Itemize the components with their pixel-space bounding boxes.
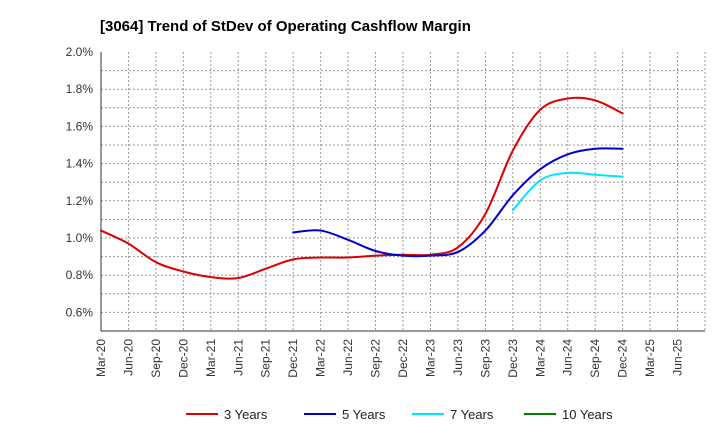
x-tick-label: Dec-22 bbox=[396, 339, 410, 378]
plot-area: 0.6% 0.8% 1.0% 1.2% 1.4% 1.6% 1.8% 2.0% Mar-20 Ju… bbox=[66, 45, 706, 378]
legend-label: 7 Years bbox=[450, 407, 494, 422]
chart-title: [3064] Trend of StDev of Operating Cashf… bbox=[100, 18, 471, 35]
x-tick-label: Jun-24 bbox=[561, 339, 575, 376]
x-tick-label: Dec-20 bbox=[176, 339, 190, 378]
series-line-5-years bbox=[292, 147, 624, 258]
series-line-3-years bbox=[100, 96, 624, 280]
y-tick-label: 1.4% bbox=[66, 157, 94, 171]
y-tick-label: 2.0% bbox=[66, 45, 94, 59]
y-tick-label: 1.8% bbox=[66, 82, 94, 96]
x-tick-label: Jun-21 bbox=[231, 339, 245, 376]
x-tick-label: Mar-22 bbox=[314, 339, 328, 377]
x-tick-label: Sep-24 bbox=[588, 339, 602, 378]
x-tick-label: Jun-25 bbox=[671, 339, 685, 376]
x-tick-label: Mar-20 bbox=[94, 339, 108, 377]
x-tick-label: Jun-20 bbox=[121, 339, 135, 376]
x-tick-label: Mar-23 bbox=[423, 339, 437, 377]
x-tick-label: Mar-25 bbox=[643, 339, 657, 377]
x-tick-label: Jun-22 bbox=[341, 339, 355, 376]
y-tick-label: 1.2% bbox=[66, 194, 94, 208]
x-tick-label: Mar-24 bbox=[533, 339, 547, 377]
x-tick-label: Sep-23 bbox=[478, 339, 492, 378]
series-line-7-years bbox=[511, 171, 624, 212]
y-tick-label: 0.6% bbox=[66, 305, 94, 319]
x-tick-label: Sep-21 bbox=[259, 339, 273, 378]
y-tick-label: 1.0% bbox=[66, 231, 94, 245]
legend-label: 5 Years bbox=[342, 407, 386, 422]
x-tick-label: Dec-23 bbox=[506, 339, 520, 378]
y-tick-label: 1.6% bbox=[66, 119, 94, 133]
legend-label: 10 Years bbox=[562, 407, 613, 422]
legend: 3 Years 5 Years 7 Years 10 Years bbox=[186, 407, 613, 422]
x-tick-label: Sep-22 bbox=[369, 339, 383, 378]
x-tick-label: Mar-21 bbox=[204, 339, 218, 377]
x-tick-label: Dec-24 bbox=[616, 339, 630, 378]
x-tick-label: Dec-21 bbox=[286, 339, 300, 378]
x-tick-label: Jun-23 bbox=[451, 339, 465, 376]
legend-label: 3 Years bbox=[224, 407, 268, 422]
x-tick-label: Sep-20 bbox=[149, 339, 163, 378]
y-tick-label: 0.8% bbox=[66, 268, 94, 282]
